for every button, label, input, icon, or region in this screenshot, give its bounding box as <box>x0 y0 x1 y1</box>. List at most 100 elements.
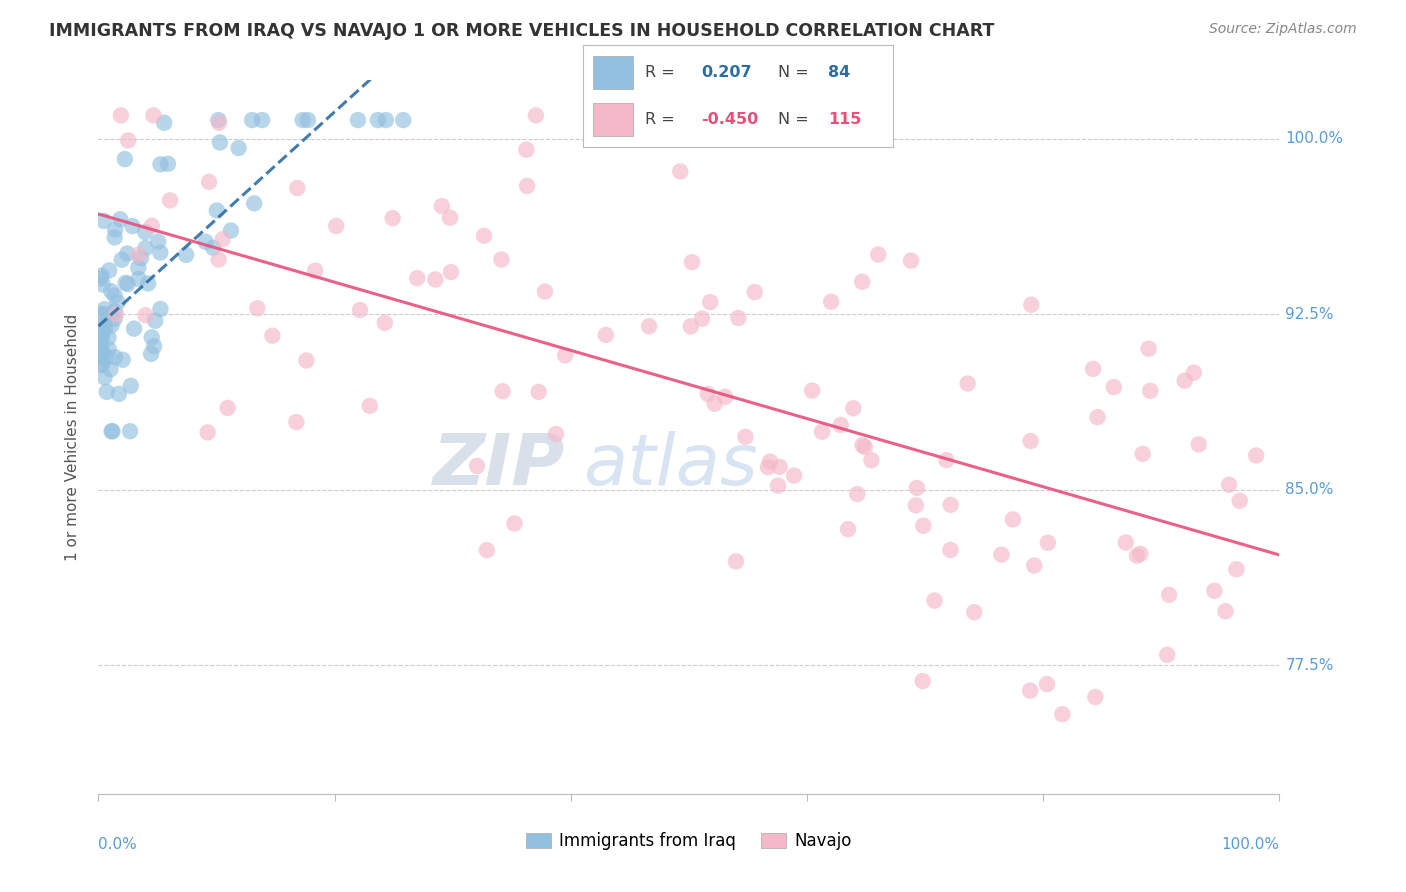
Text: atlas: atlas <box>582 431 758 500</box>
Point <box>202 241 225 255</box>
Point <box>107 295 129 310</box>
Point <box>100 284 122 298</box>
Point <box>681 255 703 269</box>
Point <box>783 468 806 483</box>
Point <box>90 331 112 345</box>
Point <box>90 351 112 365</box>
Point <box>110 212 132 227</box>
Point <box>91 321 114 335</box>
Point <box>117 133 139 147</box>
Point <box>491 384 513 399</box>
Point <box>139 347 162 361</box>
Point <box>1159 588 1181 602</box>
Text: 85.0%: 85.0% <box>1285 483 1334 497</box>
Point <box>851 275 873 289</box>
Point <box>801 384 824 398</box>
Point <box>240 113 263 128</box>
Text: N =: N = <box>779 112 814 127</box>
Point <box>1019 298 1042 312</box>
Point <box>1215 604 1237 618</box>
Point <box>1084 690 1107 704</box>
Point <box>1129 547 1152 561</box>
Point <box>101 424 124 438</box>
Point <box>141 330 163 344</box>
Point <box>94 307 117 321</box>
Point <box>381 211 404 226</box>
Point <box>297 113 319 128</box>
Point <box>100 318 122 333</box>
Point <box>900 253 922 268</box>
Point <box>90 358 112 372</box>
Point <box>1132 447 1154 461</box>
Text: 84: 84 <box>828 65 851 79</box>
Point <box>208 252 231 267</box>
Point <box>766 478 789 492</box>
Point <box>679 319 702 334</box>
Point <box>108 387 131 401</box>
Point <box>217 401 239 415</box>
Point <box>246 301 269 316</box>
Point <box>699 295 721 310</box>
FancyBboxPatch shape <box>593 56 633 88</box>
Point <box>534 285 557 299</box>
Point <box>439 211 461 225</box>
Point <box>868 247 890 261</box>
Point <box>440 265 463 279</box>
Point <box>90 268 112 283</box>
Point <box>939 543 962 558</box>
Point <box>194 235 217 249</box>
Point <box>392 113 415 128</box>
Point <box>94 322 117 336</box>
Point <box>359 399 381 413</box>
Point <box>250 113 273 128</box>
Point <box>100 424 122 438</box>
Point <box>756 460 779 475</box>
Point <box>135 309 157 323</box>
Point <box>837 522 859 536</box>
Point <box>211 232 233 246</box>
Point <box>406 271 429 285</box>
Point <box>1225 562 1247 576</box>
Point <box>734 430 756 444</box>
Point <box>1081 362 1104 376</box>
Point <box>554 348 576 362</box>
Point <box>1188 437 1211 451</box>
Point <box>103 304 125 318</box>
Point <box>134 225 156 239</box>
Point <box>146 235 169 249</box>
Point <box>90 330 112 344</box>
Point <box>1036 535 1059 549</box>
Point <box>1102 380 1125 394</box>
Point <box>860 453 883 467</box>
Point <box>1244 449 1267 463</box>
Point <box>935 453 957 467</box>
Point <box>262 328 284 343</box>
Point <box>1139 384 1161 398</box>
Point <box>93 370 115 384</box>
Legend: Immigrants from Iraq, Navajo: Immigrants from Iraq, Navajo <box>519 826 859 857</box>
Point <box>690 311 713 326</box>
Point <box>1137 342 1160 356</box>
Point <box>1036 677 1059 691</box>
Point <box>503 516 526 531</box>
Point <box>127 248 149 262</box>
Point <box>1204 583 1226 598</box>
Text: Source: ZipAtlas.com: Source: ZipAtlas.com <box>1209 22 1357 37</box>
Point <box>465 458 488 473</box>
Point <box>768 459 790 474</box>
Point <box>149 245 172 260</box>
Point <box>142 108 165 122</box>
Point <box>94 318 117 332</box>
Point <box>830 417 852 432</box>
Point <box>1229 493 1251 508</box>
Point <box>96 384 118 399</box>
Point <box>842 401 865 416</box>
Point <box>117 277 139 291</box>
Point <box>198 175 221 189</box>
Point <box>159 194 181 208</box>
Point <box>93 214 115 228</box>
Point <box>121 219 143 234</box>
Point <box>924 593 946 607</box>
Point <box>703 397 725 411</box>
Point <box>1156 648 1178 662</box>
